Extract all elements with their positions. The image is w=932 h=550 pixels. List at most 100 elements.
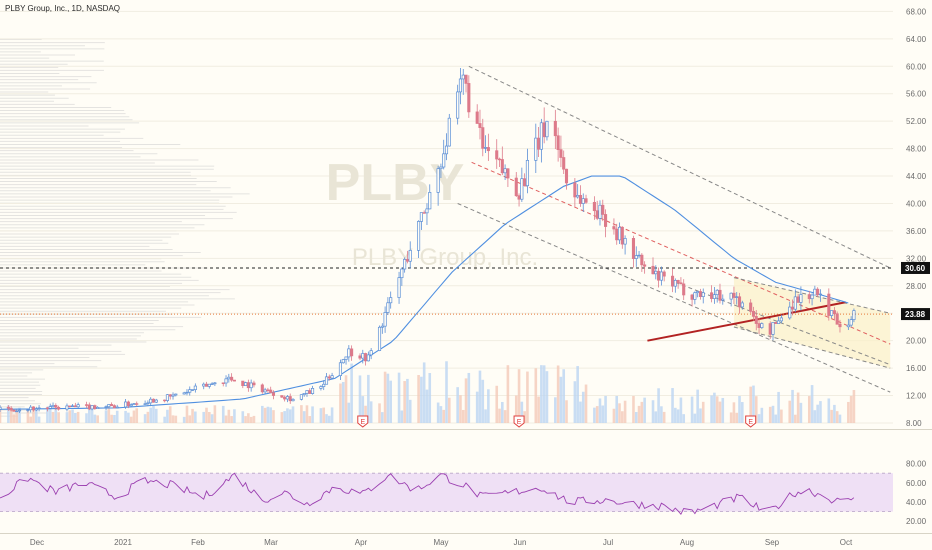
candle-body: [246, 382, 250, 389]
candle-body: [534, 137, 538, 161]
earnings-marker: E: [745, 415, 757, 428]
candle: [576, 184, 580, 199]
volume-bar: [833, 404, 836, 423]
watermark-company: PLBY Group, Inc.: [352, 244, 538, 271]
candle: [104, 405, 108, 410]
candle: [838, 319, 842, 333]
candle-body: [710, 292, 714, 299]
volume-bar: [7, 405, 10, 423]
candle: [525, 148, 529, 194]
volume-bar: [210, 414, 214, 423]
candle-body: [341, 359, 345, 364]
candle: [249, 379, 253, 392]
candle: [718, 283, 722, 304]
candle-body: [302, 393, 306, 396]
candle: [428, 184, 432, 210]
candle: [210, 382, 214, 385]
candle: [386, 297, 390, 316]
volume-bar: [632, 395, 635, 423]
candle-body: [73, 405, 77, 408]
candle-body: [174, 393, 178, 396]
volume-bar: [182, 416, 186, 423]
volume-bar: [439, 406, 443, 423]
candle-body: [266, 389, 270, 392]
candle-body: [631, 238, 636, 259]
candle: [151, 398, 156, 403]
candle-body: [383, 312, 387, 327]
volume-bar: [32, 405, 35, 423]
candle-body: [76, 404, 80, 408]
volume-bar: [612, 408, 616, 423]
volume-bar: [171, 415, 175, 423]
earnings-badge: [357, 415, 369, 428]
volume-bar: [367, 374, 370, 423]
candle-body: [84, 404, 89, 406]
candle-body: [690, 294, 694, 300]
volume-bar: [517, 369, 521, 423]
volume-bar: [520, 401, 524, 423]
candle: [537, 126, 541, 158]
volume-bar: [799, 402, 803, 423]
volume-bar: [467, 372, 471, 423]
candle-body: [556, 135, 560, 151]
price-tick-label: 16.00: [906, 364, 927, 373]
candle: [347, 345, 351, 362]
candle-body: [428, 192, 432, 210]
volume-bar: [129, 416, 133, 423]
earnings-marker: E: [513, 415, 525, 428]
candle-body: [380, 325, 384, 328]
candle-body: [698, 291, 702, 297]
candle-body: [241, 380, 245, 386]
candle: [9, 406, 13, 412]
candle: [0, 405, 2, 413]
candle-body: [285, 396, 289, 400]
candle: [408, 241, 412, 269]
candle-body: [634, 255, 638, 259]
candle-body: [96, 407, 100, 410]
candle-body: [506, 168, 510, 179]
volume-bar: [816, 404, 819, 423]
volume-bar: [484, 409, 487, 423]
price-tick-label: 20.00: [906, 337, 927, 346]
volume-bar: [838, 414, 842, 423]
candle-body: [790, 306, 795, 310]
candle-body: [732, 292, 736, 298]
candle-body: [324, 376, 329, 385]
candle-body: [260, 384, 264, 393]
candle-body: [389, 297, 393, 304]
candle: [280, 395, 284, 398]
volume-bar: [249, 416, 253, 423]
candle: [710, 285, 714, 303]
volume-bar: [459, 395, 462, 423]
candle: [467, 75, 471, 118]
candle: [227, 373, 231, 383]
candle: [849, 316, 853, 328]
candle-body: [771, 322, 775, 335]
candle-body: [654, 270, 658, 275]
volume-bar: [252, 415, 256, 423]
candle-body: [71, 405, 75, 408]
candle-body: [311, 388, 315, 394]
volume-bar: [593, 407, 596, 423]
candle: [327, 374, 331, 381]
candle: [26, 408, 30, 413]
volume-bar: [526, 371, 529, 423]
candle-body: [712, 294, 716, 299]
candle: [486, 133, 490, 161]
volume-bar: [341, 382, 345, 423]
candle-body: [573, 182, 577, 198]
candle-body: [439, 166, 443, 170]
candle-body: [358, 355, 362, 359]
volume-bar: [230, 416, 233, 423]
candle-body: [369, 350, 373, 356]
candle-body: [48, 406, 52, 409]
candle: [84, 401, 89, 408]
volume-bar: [810, 385, 814, 423]
candle: [366, 351, 370, 362]
candle-body: [319, 386, 323, 389]
volume-bar: [166, 409, 169, 423]
candle-body: [807, 294, 811, 300]
volume-bar: [523, 411, 526, 423]
candle-body: [143, 403, 147, 405]
